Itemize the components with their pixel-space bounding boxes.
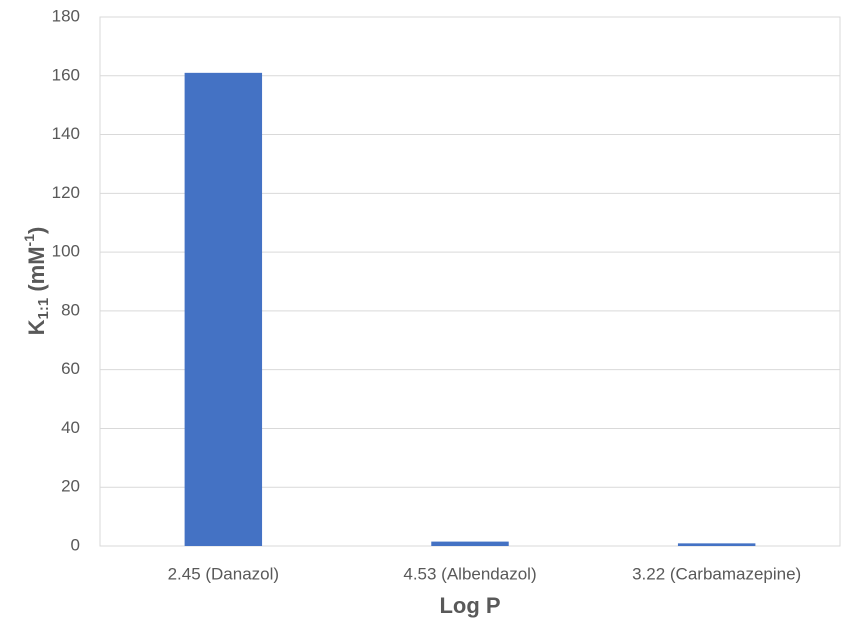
bar	[184, 72, 263, 546]
y-tick-label: 0	[71, 535, 80, 554]
y-tick-label: 60	[61, 359, 80, 378]
y-axis-title: K1:1 (mM-1)	[21, 227, 52, 336]
y-tick-label: 80	[61, 300, 80, 319]
bar	[677, 543, 756, 546]
y-title-close: )	[24, 227, 49, 234]
y-tick-label: 140	[52, 124, 80, 143]
x-tick-label: 2.45 (Danazol)	[168, 564, 280, 583]
y-tick-label: 100	[52, 242, 80, 261]
y-title-superscript: -1	[21, 234, 37, 247]
y-tick-label: 20	[61, 477, 80, 496]
bar	[431, 541, 509, 546]
y-title-subscript: 1:1	[35, 298, 52, 320]
x-axis-title: Log P	[439, 593, 500, 618]
y-tick-label: 160	[52, 65, 80, 84]
y-tick-label: 180	[52, 6, 80, 25]
y-title-main: K	[24, 319, 49, 335]
x-tick-label: 4.53 (Albendazol)	[403, 564, 536, 583]
y-title-unit: (mM	[24, 246, 49, 297]
x-tick-label: 3.22 (Carbamazepine)	[632, 564, 801, 583]
y-tick-label: 40	[61, 418, 80, 437]
y-tick-label: 120	[52, 183, 80, 202]
